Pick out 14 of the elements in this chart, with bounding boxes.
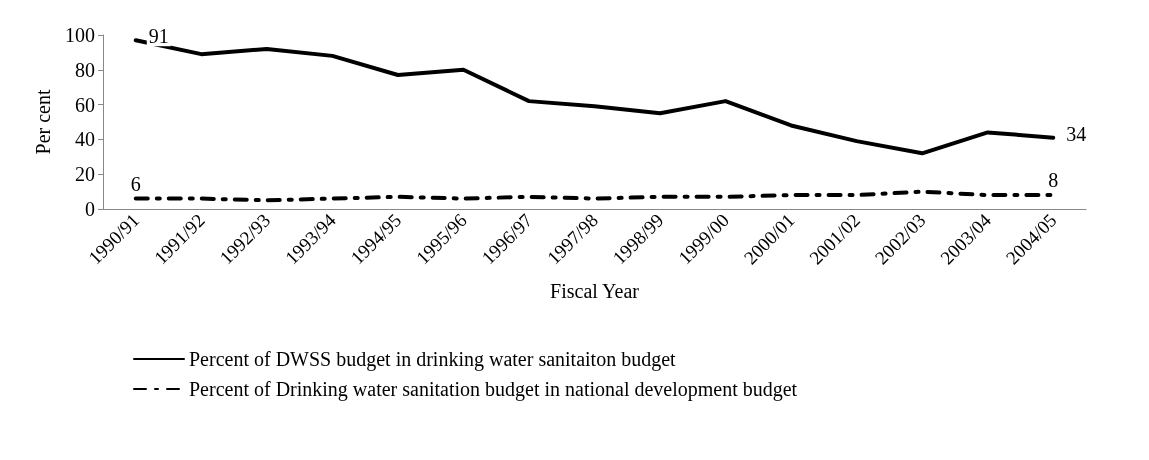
x-axis-title: Fiscal Year (550, 280, 640, 302)
y-tick-label: 0 (85, 198, 95, 220)
y-axis-title: Per cent (32, 89, 54, 155)
data-label: 8 (1048, 169, 1059, 192)
legend-label: Percent of Drinking water sanitation budget in national development budget (189, 378, 798, 401)
annotation: 91 (148, 25, 169, 48)
annotation: 34 (1066, 122, 1087, 145)
legend-label: Percent of DWSS budget in drinking water sanitaiton budget (189, 348, 677, 371)
y-tick-label: 40 (75, 128, 95, 151)
y-tick-label: 80 (75, 58, 95, 81)
y-tick-label: 100 (65, 24, 95, 46)
y-tick-label: 20 (75, 163, 95, 186)
y-tick-label: 60 (75, 93, 95, 116)
data-label: 6 (130, 172, 141, 195)
